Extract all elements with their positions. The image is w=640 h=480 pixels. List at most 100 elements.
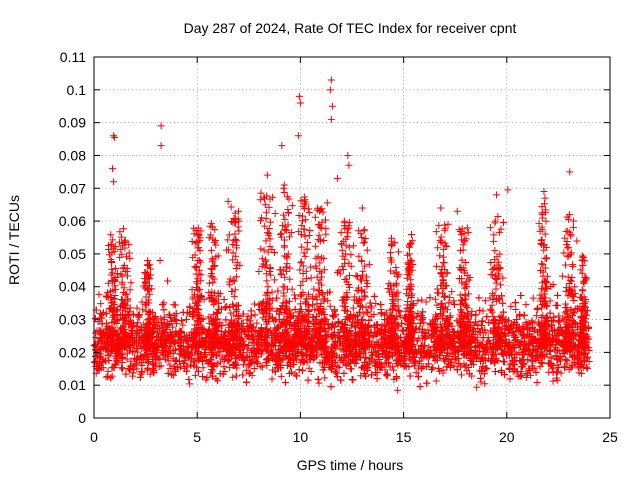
data-point bbox=[169, 323, 177, 331]
data-point bbox=[331, 367, 339, 375]
data-point bbox=[97, 300, 105, 308]
data-point bbox=[336, 345, 344, 353]
data-point bbox=[351, 359, 359, 367]
data-point bbox=[583, 365, 591, 373]
data-point bbox=[473, 383, 481, 391]
data-point bbox=[398, 327, 406, 335]
data-point bbox=[146, 370, 154, 378]
data-point bbox=[474, 324, 482, 332]
data-point bbox=[199, 373, 207, 381]
data-point bbox=[489, 295, 497, 303]
data-point bbox=[92, 333, 100, 341]
data-point bbox=[133, 304, 141, 312]
data-point bbox=[239, 371, 247, 379]
data-point bbox=[321, 374, 329, 382]
data-point bbox=[166, 361, 174, 369]
data-point bbox=[500, 358, 508, 366]
data-point bbox=[477, 374, 485, 382]
data-point bbox=[450, 300, 458, 308]
data-point bbox=[555, 347, 563, 355]
data-point bbox=[457, 371, 465, 379]
data-point bbox=[535, 357, 543, 365]
data-point bbox=[274, 287, 282, 295]
data-point bbox=[250, 365, 258, 373]
data-point bbox=[481, 380, 489, 388]
data-point bbox=[220, 296, 228, 304]
data-point bbox=[191, 371, 199, 379]
data-point bbox=[199, 364, 207, 372]
data-point bbox=[512, 305, 520, 313]
data-point bbox=[414, 297, 422, 305]
data-point bbox=[476, 306, 484, 314]
data-point bbox=[522, 301, 530, 309]
data-point bbox=[127, 357, 135, 365]
data-point bbox=[191, 358, 199, 366]
data-point bbox=[553, 376, 561, 384]
data-point bbox=[468, 307, 476, 315]
data-point bbox=[232, 372, 240, 380]
data-point bbox=[164, 369, 172, 377]
data-point bbox=[517, 292, 525, 300]
data-point bbox=[529, 294, 537, 302]
data-point bbox=[390, 366, 398, 374]
data-point bbox=[239, 361, 247, 369]
data-point bbox=[172, 320, 180, 328]
data-point bbox=[104, 372, 112, 380]
data-point bbox=[134, 326, 142, 334]
data-point bbox=[581, 350, 589, 358]
data-point bbox=[329, 311, 337, 319]
data-point bbox=[557, 369, 565, 377]
data-point bbox=[394, 386, 402, 394]
data-point bbox=[352, 272, 360, 280]
data-point bbox=[277, 372, 285, 380]
data-point bbox=[245, 353, 253, 361]
data-point bbox=[155, 363, 163, 371]
data-point bbox=[208, 366, 216, 374]
data-point bbox=[134, 319, 142, 327]
data-point bbox=[422, 333, 430, 341]
data-point bbox=[418, 296, 426, 304]
data-point bbox=[554, 361, 562, 369]
data-point bbox=[532, 312, 540, 320]
data-point bbox=[347, 365, 355, 373]
data-point bbox=[491, 368, 499, 376]
data-point bbox=[168, 371, 176, 379]
data-point bbox=[549, 377, 557, 385]
data-point bbox=[102, 373, 110, 381]
data-point bbox=[529, 364, 537, 372]
data-point bbox=[331, 306, 339, 314]
data-point bbox=[126, 366, 134, 374]
data-point bbox=[327, 383, 335, 391]
data-points-layer bbox=[90, 76, 593, 394]
data-point bbox=[194, 367, 202, 375]
data-point bbox=[243, 316, 251, 324]
data-point bbox=[361, 293, 369, 301]
data-point bbox=[247, 312, 255, 320]
data-point bbox=[373, 375, 381, 383]
data-point bbox=[534, 318, 542, 326]
data-point bbox=[119, 365, 127, 373]
data-point bbox=[554, 291, 562, 299]
data-point bbox=[179, 321, 187, 329]
data-point bbox=[367, 356, 375, 364]
data-point bbox=[549, 368, 557, 376]
data-point bbox=[199, 325, 207, 333]
data-point bbox=[326, 302, 334, 310]
data-point bbox=[107, 374, 115, 382]
data-point bbox=[506, 375, 514, 383]
data-point bbox=[164, 277, 172, 285]
data-point bbox=[295, 366, 303, 374]
data-point bbox=[376, 356, 384, 364]
data-point bbox=[157, 362, 165, 370]
data-point bbox=[467, 361, 475, 369]
data-point bbox=[406, 372, 414, 380]
data-point bbox=[186, 380, 194, 388]
data-point bbox=[293, 372, 301, 380]
data-point bbox=[567, 364, 575, 372]
data-point bbox=[553, 301, 561, 309]
data-point bbox=[182, 316, 190, 324]
data-point bbox=[419, 308, 427, 316]
data-point bbox=[134, 312, 142, 320]
data-point bbox=[527, 371, 535, 379]
